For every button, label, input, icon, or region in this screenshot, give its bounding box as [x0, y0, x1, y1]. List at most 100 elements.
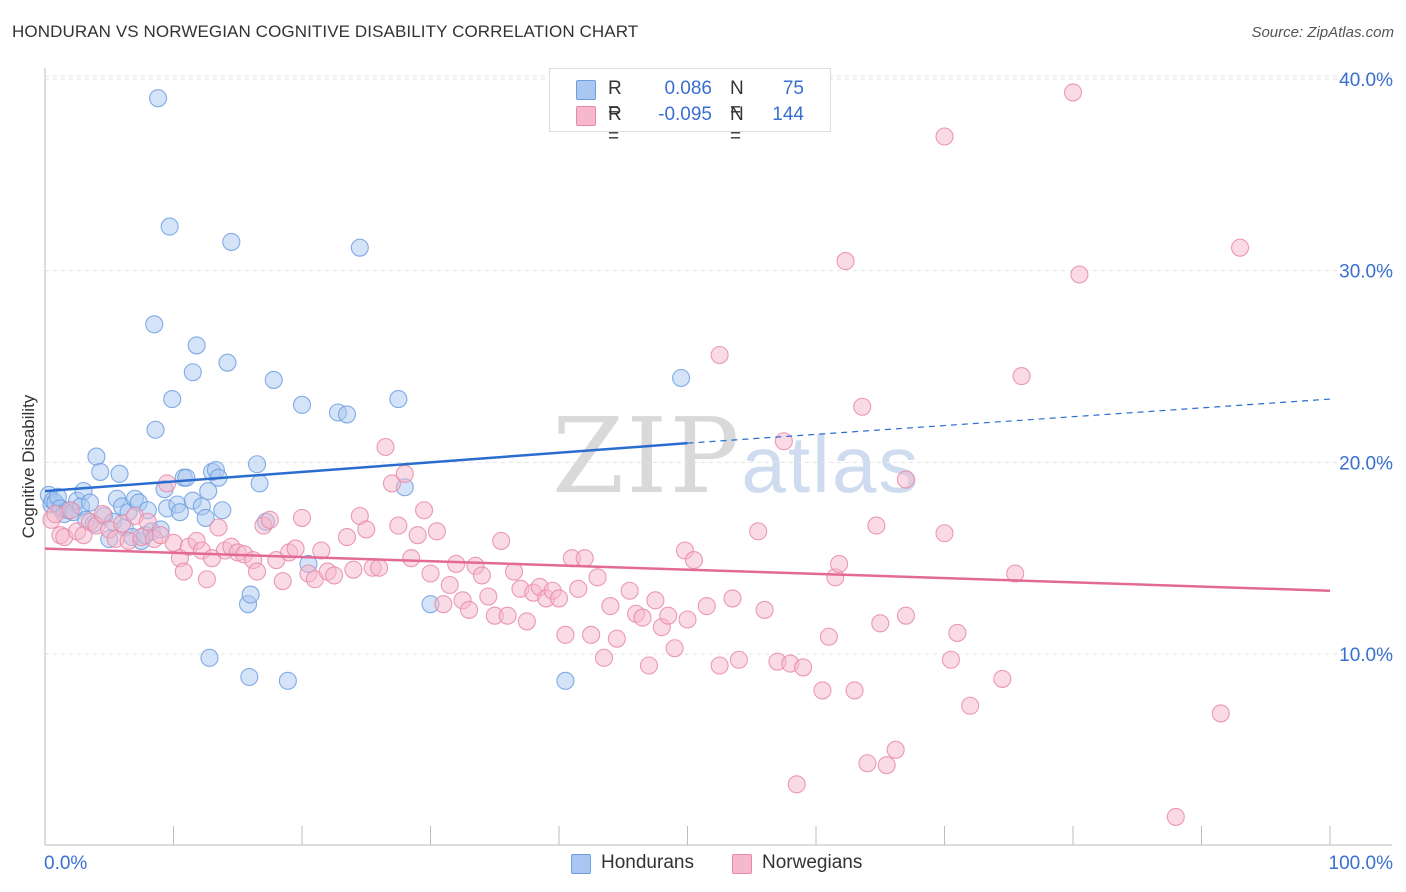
norwegian-point: [993, 669, 1012, 688]
y-tick-label: 10.0%: [1339, 645, 1393, 666]
y-tick-label: 30.0%: [1339, 262, 1393, 283]
honduran-point: [80, 493, 100, 512]
norwegian-point: [434, 595, 453, 614]
norwegian-point: [896, 470, 916, 489]
norwegian-point: [370, 558, 389, 577]
norwegians-swatch: [732, 854, 752, 874]
y-tick-label: 20.0%: [1339, 453, 1393, 474]
n-value: 75: [782, 78, 804, 99]
norwegian-point: [93, 505, 112, 524]
norwegian-point: [292, 508, 312, 527]
honduran-trend-line: [44, 441, 688, 493]
honduran-point: [163, 390, 182, 409]
honduran-point: [160, 217, 179, 236]
norwegian-point: [755, 600, 774, 619]
legend-label-norwegians: Norwegians: [762, 852, 863, 873]
norwegian-point: [896, 606, 916, 625]
norwegian-point: [273, 572, 292, 591]
honduran-point: [222, 232, 241, 251]
legend-label-hondurans: Hondurans: [601, 852, 694, 873]
norwegian-point: [492, 531, 511, 550]
norwegian-point: [961, 696, 980, 715]
norwegian-point: [556, 625, 575, 644]
norwegian-point: [376, 437, 395, 457]
norwegian-point: [382, 474, 402, 493]
norwegian-point: [871, 614, 890, 633]
norwegian-point: [601, 597, 620, 616]
norwegian-point: [582, 625, 601, 644]
honduran-point: [292, 395, 312, 414]
honduran-point: [556, 671, 575, 690]
norwegian-point: [440, 575, 459, 595]
norwegian-point: [46, 505, 65, 524]
honduran-point: [145, 315, 164, 334]
norwegian-point: [1063, 83, 1083, 102]
norwegian-point: [729, 650, 748, 669]
chart-title: HONDURAN VS NORWEGIAN COGNITIVE DISABILI…: [12, 22, 639, 41]
norwegian-point: [935, 524, 954, 543]
norwegian-point: [620, 581, 639, 600]
norwegian-point: [421, 564, 440, 583]
norwegian-point: [633, 608, 652, 627]
norwegian-point: [794, 658, 813, 677]
norwegian-point: [1070, 265, 1089, 284]
norwegian-point: [678, 610, 697, 629]
norwegian-point: [549, 589, 569, 608]
honduran-point: [87, 447, 106, 466]
norwegian-point: [197, 570, 216, 589]
norwegian-point: [479, 587, 498, 606]
norwegian-point: [941, 650, 960, 669]
r-label: R =: [608, 104, 622, 147]
honduran-point: [672, 368, 691, 388]
tick-labels: 10.0% 20.0% 30.0% 40.0% 0.0% 100.0% Cognitive …: [19, 70, 1393, 874]
honduran-point: [200, 648, 219, 667]
honduran-point: [240, 667, 259, 687]
norwegian-point: [774, 432, 793, 451]
honduran-point: [110, 464, 129, 483]
norwegian-point: [517, 612, 536, 631]
norwegian-point: [836, 252, 855, 271]
norwegian-point: [607, 629, 626, 648]
norwegian-point: [325, 566, 344, 585]
norwegian-point: [723, 589, 742, 608]
norwegian-point: [787, 775, 806, 794]
norwegian-point: [646, 591, 665, 610]
axes: [44, 68, 1392, 846]
y-tick-label: 40.0%: [1339, 70, 1393, 91]
honduran-point: [278, 671, 297, 690]
norwegian-point: [472, 566, 491, 585]
norwegian-point: [344, 560, 363, 579]
n-label: N =: [730, 78, 744, 121]
y-axis-title: Cognitive Disability: [19, 394, 38, 538]
data-points: [39, 83, 1250, 826]
norwegian-point: [948, 623, 967, 642]
norwegian-point: [877, 756, 896, 775]
honduran-point: [264, 370, 283, 389]
norwegian-point: [575, 549, 594, 568]
honduran-point: [350, 238, 369, 257]
norwegian-point: [665, 639, 684, 658]
norwegians-swatch: [576, 106, 596, 126]
honduran-point: [337, 405, 357, 424]
honduran-point: [199, 482, 218, 501]
norwegian-point: [174, 562, 193, 581]
norwegian-point: [247, 562, 267, 581]
honduran-point: [247, 455, 267, 474]
norwegian-point: [459, 600, 479, 619]
norwegian-point: [260, 510, 279, 529]
r-value: -0.095: [658, 104, 712, 125]
norwegian-point: [408, 526, 427, 545]
norwegian-point: [935, 127, 954, 146]
norwegian-point: [395, 464, 414, 483]
norwegian-point: [312, 541, 331, 560]
source-credit: Source: ZipAtlas.com: [1251, 24, 1394, 41]
norwegian-point: [286, 539, 305, 558]
norwegian-point: [209, 518, 228, 537]
r-value: 0.086: [664, 78, 712, 99]
norwegian-point: [853, 397, 872, 416]
norwegian-point: [61, 501, 80, 520]
x-tick-label: 100.0%: [1329, 853, 1394, 874]
norwegian-point: [749, 522, 768, 541]
norwegian-point: [697, 597, 716, 616]
